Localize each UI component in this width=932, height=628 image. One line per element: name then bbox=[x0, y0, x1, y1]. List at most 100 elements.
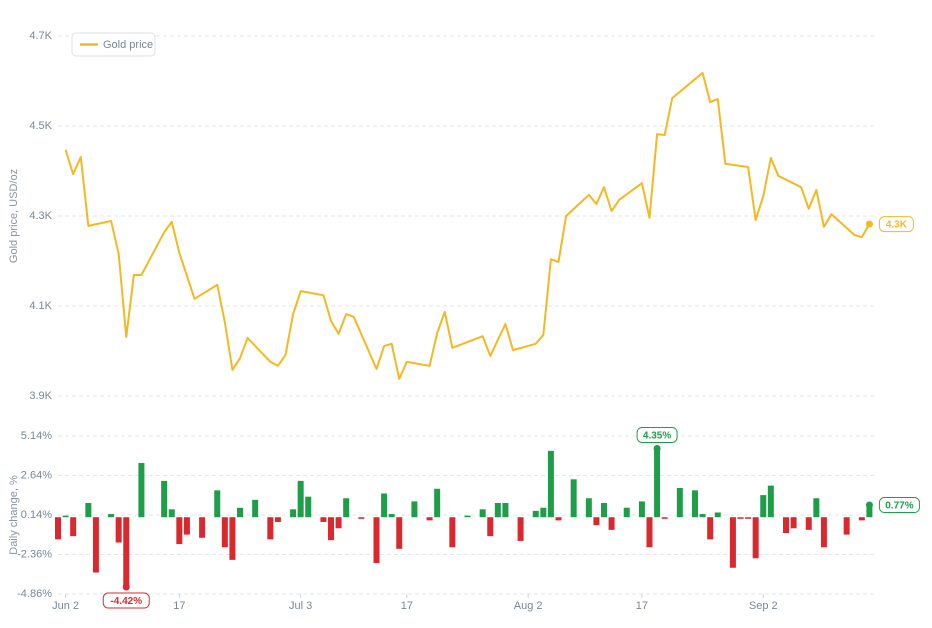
bar bbox=[760, 495, 767, 518]
bar bbox=[638, 501, 645, 518]
y-tick-label: 4.5K bbox=[29, 120, 52, 132]
line-series bbox=[64, 71, 871, 380]
bar bbox=[737, 517, 744, 519]
bar bbox=[381, 493, 388, 518]
y-tick-label: 4.7K bbox=[29, 30, 52, 42]
bar bbox=[138, 463, 145, 518]
value-label: 4.35% bbox=[636, 426, 678, 443]
bar bbox=[866, 505, 873, 518]
value-label-text: 0.77% bbox=[885, 501, 913, 512]
bar bbox=[328, 517, 334, 541]
y-tick-label: 4.1K bbox=[29, 300, 52, 312]
bar bbox=[237, 507, 243, 518]
bar bbox=[502, 502, 509, 518]
bar bbox=[358, 517, 365, 519]
value-label: 0.77% bbox=[878, 497, 920, 514]
point bbox=[865, 220, 873, 228]
bar bbox=[661, 517, 668, 519]
bar bbox=[70, 517, 77, 537]
bar bbox=[540, 507, 547, 518]
bar bbox=[805, 517, 812, 530]
bar bbox=[252, 499, 259, 518]
bar bbox=[729, 517, 736, 568]
bar bbox=[646, 517, 653, 548]
bar bbox=[479, 509, 486, 518]
x-tick-label: 17 bbox=[173, 600, 185, 612]
bar bbox=[532, 510, 539, 518]
bar bbox=[449, 517, 456, 548]
y-tick-label: 4.3K bbox=[29, 210, 52, 222]
bar bbox=[692, 490, 698, 518]
bar bbox=[858, 517, 865, 521]
bar bbox=[183, 517, 190, 535]
bar bbox=[783, 517, 789, 534]
bar bbox=[707, 517, 714, 540]
bar bbox=[305, 496, 312, 518]
bar bbox=[297, 480, 304, 518]
bar bbox=[487, 517, 494, 537]
value-label-box bbox=[102, 592, 150, 609]
bar bbox=[623, 507, 630, 518]
y-tick-label: 0.14% bbox=[21, 509, 52, 521]
bar bbox=[161, 480, 168, 518]
bar bbox=[396, 517, 403, 549]
bar bbox=[714, 512, 721, 518]
bar bbox=[608, 517, 615, 530]
x-tick-label: 17 bbox=[401, 600, 413, 612]
y-tick-label: -2.36% bbox=[17, 548, 52, 560]
bar bbox=[123, 517, 130, 588]
bar bbox=[274, 517, 281, 522]
point bbox=[865, 501, 873, 509]
y-axis-title: Daily change, % bbox=[8, 475, 20, 555]
bar bbox=[411, 501, 418, 518]
y-tick-label: 3.9K bbox=[29, 390, 52, 402]
bar bbox=[426, 517, 433, 521]
bar bbox=[176, 517, 183, 545]
value-label-box bbox=[878, 497, 920, 514]
bar bbox=[547, 450, 554, 518]
bar bbox=[843, 517, 850, 535]
bar bbox=[494, 502, 501, 518]
bar bbox=[790, 517, 797, 529]
x-tick-label: Sep 2 bbox=[749, 600, 778, 612]
bar bbox=[752, 517, 759, 559]
bar bbox=[335, 517, 342, 529]
bar bbox=[820, 517, 827, 548]
bar bbox=[229, 517, 236, 560]
y-tick-label: 2.64% bbox=[21, 469, 52, 481]
point bbox=[122, 583, 130, 591]
legend-box bbox=[71, 32, 156, 57]
bar bbox=[745, 517, 752, 519]
bar bbox=[108, 514, 115, 518]
point bbox=[653, 444, 661, 452]
bar bbox=[320, 517, 327, 522]
bar bbox=[601, 502, 607, 518]
y-tick-label: 5.14% bbox=[21, 430, 52, 442]
value-label-box bbox=[636, 426, 678, 443]
bar bbox=[168, 509, 175, 518]
bar bbox=[699, 514, 706, 518]
bar bbox=[214, 490, 221, 518]
bar bbox=[221, 517, 228, 548]
value-label: 4.3K bbox=[878, 216, 914, 233]
bar bbox=[570, 479, 577, 518]
x-tick-label: 17 bbox=[636, 600, 648, 612]
bar bbox=[55, 517, 61, 540]
bar bbox=[85, 502, 92, 518]
bar bbox=[267, 517, 274, 540]
bar bbox=[62, 515, 69, 518]
bar bbox=[676, 487, 683, 518]
bar bbox=[434, 488, 441, 518]
bar bbox=[813, 498, 820, 518]
bar bbox=[199, 517, 206, 538]
x-tick-label: Jun 2 bbox=[52, 600, 79, 612]
y-axis-title: Gold price, USD/oz bbox=[8, 169, 20, 263]
bar bbox=[654, 448, 661, 518]
value-label-text: 4.35% bbox=[643, 431, 671, 442]
value-label: -4.42% bbox=[102, 592, 150, 609]
bar bbox=[373, 517, 380, 564]
y-tick-label: -4.86% bbox=[17, 588, 52, 600]
bar bbox=[593, 517, 600, 526]
bar bbox=[767, 485, 774, 518]
